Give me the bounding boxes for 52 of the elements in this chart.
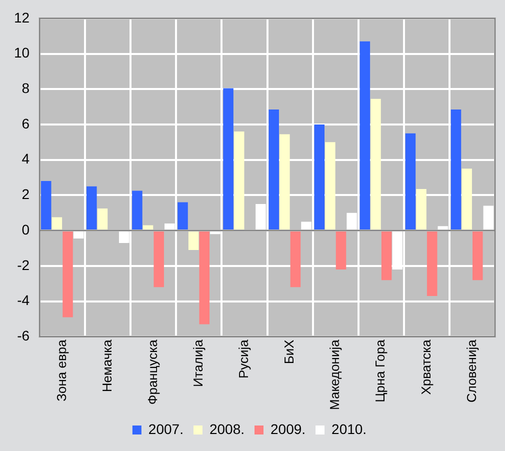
legend-label: 2010. [332, 420, 367, 437]
bar [325, 142, 336, 230]
y-tick-label: 8 [22, 80, 30, 96]
y-tick-label: 6 [22, 115, 30, 132]
bar [462, 168, 472, 230]
bar [314, 124, 325, 230]
bar [450, 109, 462, 230]
bar [426, 232, 438, 296]
bar [188, 232, 199, 250]
bar [154, 232, 164, 288]
x-tick-label: Словенија [464, 338, 479, 403]
x-tick-label: Зона евра [54, 338, 69, 402]
bar [472, 232, 483, 280]
legend-label: 2008. [209, 420, 245, 437]
x-tick-label: Француска [145, 338, 160, 405]
bar [178, 202, 188, 230]
y-tick-label: 10 [14, 44, 30, 61]
bar [132, 190, 142, 230]
x-tick-label: Црна Гора [372, 338, 388, 402]
bar [223, 88, 234, 230]
y-tick-label: -6 [17, 328, 30, 344]
x-tick-label: Хрватска [418, 338, 434, 395]
bar [290, 232, 301, 288]
bar [97, 208, 108, 230]
bar [86, 186, 97, 230]
bar [360, 41, 370, 230]
x-tick-label: Македонија [327, 338, 342, 410]
y-tick-label: 0 [22, 221, 30, 238]
x-tick-label: Немачка [99, 338, 114, 392]
bar [336, 232, 346, 270]
y-tick-label: 2 [22, 186, 30, 202]
bar [416, 189, 426, 230]
bar [142, 225, 154, 230]
bar [62, 232, 73, 318]
y-tick-label: -4 [17, 292, 30, 308]
bar [40, 181, 52, 230]
bar [199, 232, 210, 324]
bar [234, 132, 244, 230]
bar [370, 98, 381, 230]
x-tick-label: Италија [190, 338, 206, 387]
x-tick-label: БиХ [282, 339, 297, 364]
bar [268, 109, 279, 230]
y-tick-label: -2 [17, 256, 30, 273]
legend-label: 2009. [270, 420, 306, 437]
bar [280, 134, 290, 230]
x-tick-label: Русија [236, 338, 252, 379]
legend-label: 2007. [148, 420, 184, 437]
y-tick-label: 4 [22, 150, 30, 167]
bar [52, 217, 62, 230]
y-tick-label: 12 [14, 9, 30, 26]
bar [405, 133, 416, 230]
bar [381, 232, 392, 280]
